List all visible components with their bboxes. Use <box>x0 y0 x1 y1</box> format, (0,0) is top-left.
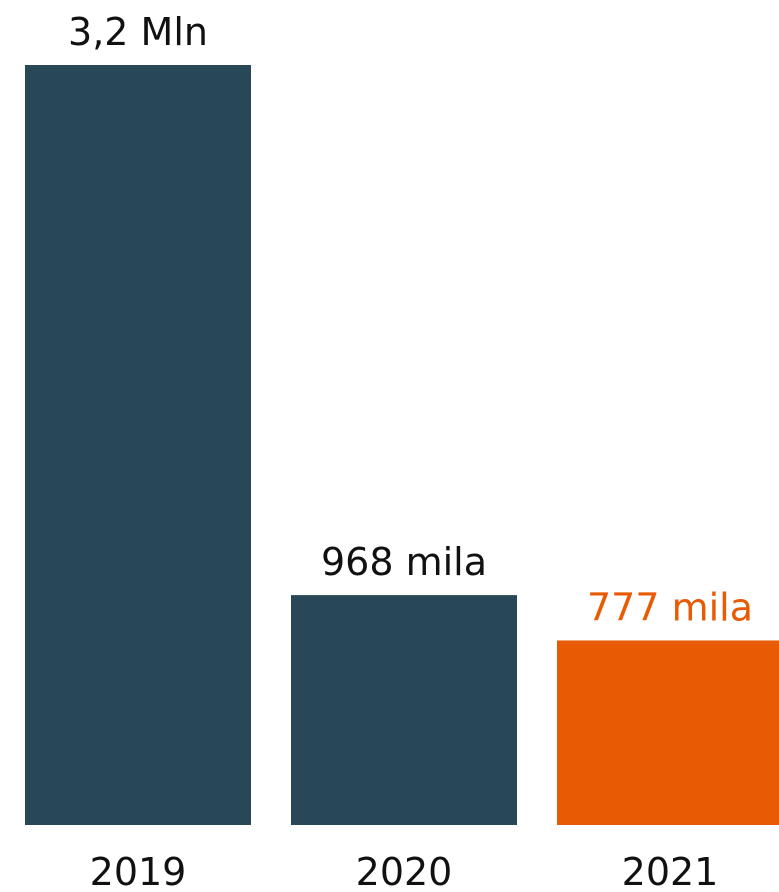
data-label-2020: 968 mila <box>321 540 487 584</box>
bar-2020 <box>291 595 517 825</box>
bar-2021 <box>557 640 779 825</box>
x-tick-label-2021: 2021 <box>622 850 719 892</box>
bar-2019 <box>25 65 251 825</box>
data-label-2021: 777 mila <box>587 585 753 629</box>
x-tick-label-2019: 2019 <box>90 850 187 892</box>
data-label-2019: 3,2 Mln <box>68 10 208 54</box>
x-tick-label-2020: 2020 <box>356 850 453 892</box>
